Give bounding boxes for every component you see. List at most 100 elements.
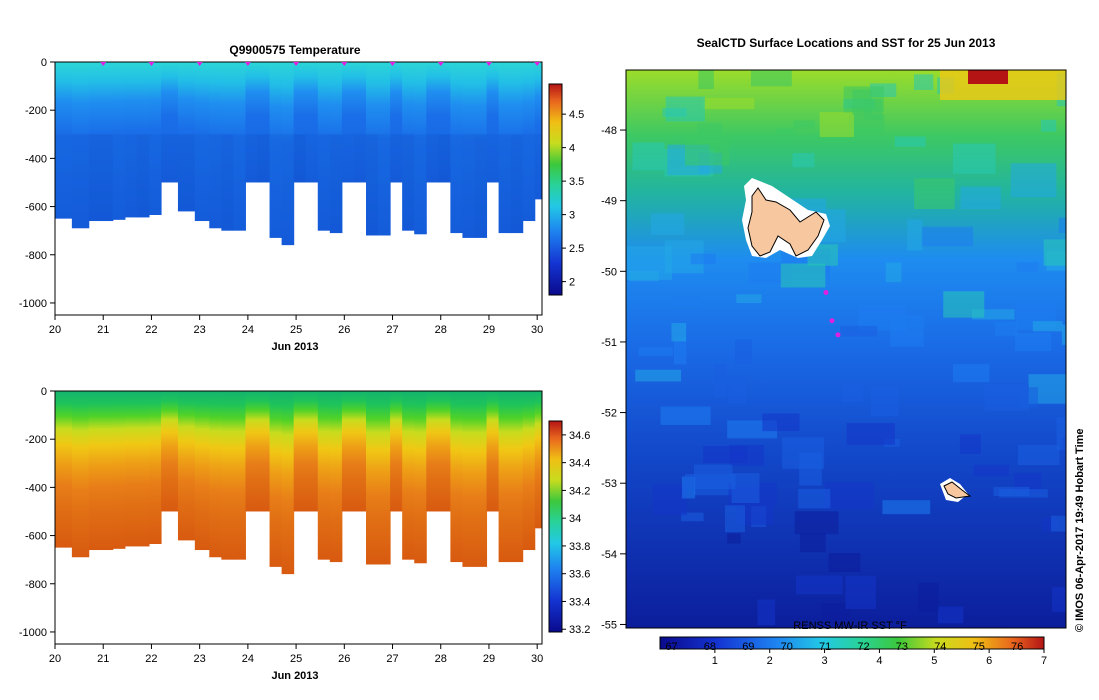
sst-patch (782, 198, 827, 211)
profile-shade (124, 134, 138, 218)
salinity-section-cells (55, 391, 542, 575)
profile-column (112, 62, 126, 220)
colorbar-tick-label: 33.4 (569, 596, 590, 608)
salinity-x-axis: 20 21 22 23 24 25 26 27 28 29 30 (49, 644, 543, 665)
colorbar-tick-label: 34.6 (569, 430, 590, 442)
sst-patch (626, 246, 672, 280)
profile-column (534, 391, 542, 529)
profile-column (390, 62, 403, 183)
latitude-tick-label: -49 (601, 196, 617, 208)
sst-colorbar-tick-label: 6 (986, 655, 992, 667)
profile-column (305, 62, 319, 183)
profile-shade (402, 134, 415, 231)
profile-column (378, 62, 391, 236)
sst-map-title: SealCTD Surface Locations and SST for 25… (697, 36, 996, 50)
sst-patch (1032, 321, 1063, 332)
sst-patch (632, 142, 665, 171)
surface-marker (485, 62, 492, 66)
temperature-y-axis: 0 -200 -400 -600 -800 -1000 (19, 57, 55, 310)
profile-shade (281, 134, 295, 246)
sst-colorbar-tick-label: 3 (822, 655, 828, 667)
profile-shade (161, 134, 179, 183)
sst-patch (840, 325, 878, 337)
sst-patch (1017, 444, 1060, 466)
profile-column (414, 391, 427, 564)
profile-column (341, 62, 355, 183)
sst-patch (660, 406, 711, 425)
colorbar-tick-label: 4.5 (569, 109, 584, 121)
colorbar-tick-label: 33.2 (569, 624, 590, 636)
profile-column (462, 62, 475, 238)
salinity-colorbar-ticks: 33.2 33.4 33.6 33.8 34 34.2 34.4 34.6 (562, 430, 590, 636)
sst-patch (914, 178, 955, 209)
salinity-x-label: Jun 2013 (271, 670, 318, 682)
sst-patch (652, 483, 687, 516)
sst-patch (690, 253, 716, 265)
sst-patch (635, 369, 681, 382)
x-tick-label: 23 (194, 324, 206, 336)
profile-column (221, 62, 234, 231)
sst-patch (1016, 262, 1039, 272)
seal-position (835, 332, 841, 338)
profile-column (486, 62, 500, 183)
profile-column (71, 62, 90, 229)
profile-shade (221, 134, 234, 231)
sst-patch (952, 143, 996, 174)
x-tick-label: 20 (49, 653, 61, 665)
sst-patch (973, 464, 1010, 477)
latitude-tick-label: -48 (601, 125, 617, 137)
surface-marker (244, 62, 251, 66)
profile-shade (245, 134, 259, 183)
profile-column (112, 391, 126, 549)
sst-patch (1065, 77, 1066, 101)
x-tick-label: 27 (386, 653, 398, 665)
sst-patch (913, 74, 934, 90)
latitude-tick-label: -55 (601, 619, 617, 631)
sst-patch (972, 623, 1004, 628)
profile-shade (194, 134, 210, 222)
y-tick-label: -1000 (19, 298, 47, 310)
sst-colorbar-tick-label: 2 (767, 655, 773, 667)
profile-shade (353, 134, 367, 183)
sst-patch (960, 186, 1001, 210)
profile-column (71, 391, 90, 558)
profile-column (161, 62, 179, 183)
colorbar-tick-label: 2.5 (569, 243, 584, 255)
sst-patch (736, 505, 774, 526)
colorbar-tick-label: 33.6 (569, 569, 590, 581)
profile-shade (209, 134, 222, 229)
latitude-tick-label: -53 (601, 478, 617, 490)
x-tick-label: 25 (290, 653, 302, 665)
sst-patch (882, 500, 931, 515)
profile-shade (329, 134, 343, 234)
profile-column (498, 62, 512, 234)
y-tick-label: -200 (25, 105, 47, 117)
sst-patch (775, 128, 795, 139)
sst-colorbar-top-label: 73 (896, 641, 908, 653)
profile-column (510, 62, 524, 234)
seal-position (823, 289, 829, 295)
profile-column (426, 391, 439, 512)
x-tick-label: 26 (338, 324, 350, 336)
sst-patch (795, 575, 843, 595)
surface-marker (148, 62, 155, 66)
x-tick-label: 24 (242, 324, 254, 336)
profile-shade (71, 134, 90, 229)
sst-patch (993, 486, 1030, 497)
surface-marker (196, 62, 203, 66)
salinity-plot-frame (54, 390, 543, 645)
profile-shade (438, 134, 451, 183)
profile-column (438, 391, 451, 512)
profile-column (341, 391, 355, 512)
profile-shade (55, 134, 73, 219)
profile-column (194, 62, 210, 222)
colorbar-tick-label: 2 (569, 277, 575, 289)
profile-shade (390, 134, 403, 183)
surface-marker (293, 62, 300, 66)
sst-colorbar-top-label: 71 (819, 641, 831, 653)
sst-patch (794, 511, 839, 535)
profile-column (245, 391, 259, 512)
profile-column (305, 391, 319, 512)
sst-patch (1056, 417, 1066, 451)
profile-column (257, 62, 271, 183)
